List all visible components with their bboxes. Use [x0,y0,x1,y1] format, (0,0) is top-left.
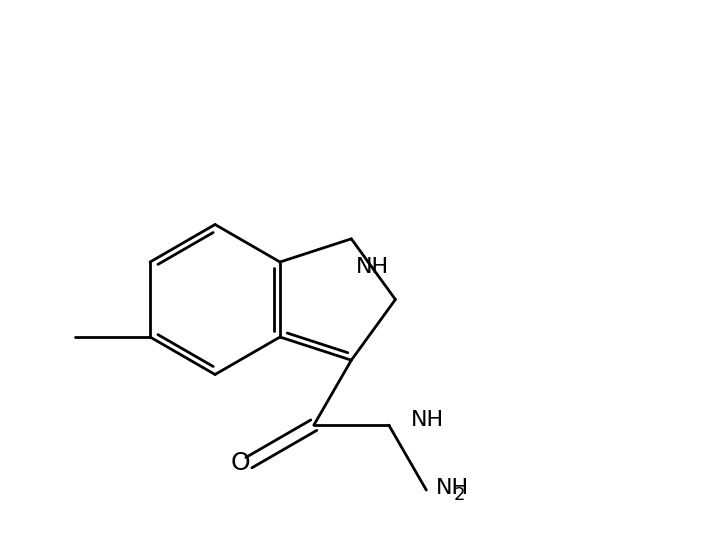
Text: NH: NH [411,410,444,430]
Text: O: O [231,450,251,475]
Text: NH: NH [437,478,469,498]
Text: NH: NH [356,257,390,277]
Text: 2: 2 [454,486,466,504]
